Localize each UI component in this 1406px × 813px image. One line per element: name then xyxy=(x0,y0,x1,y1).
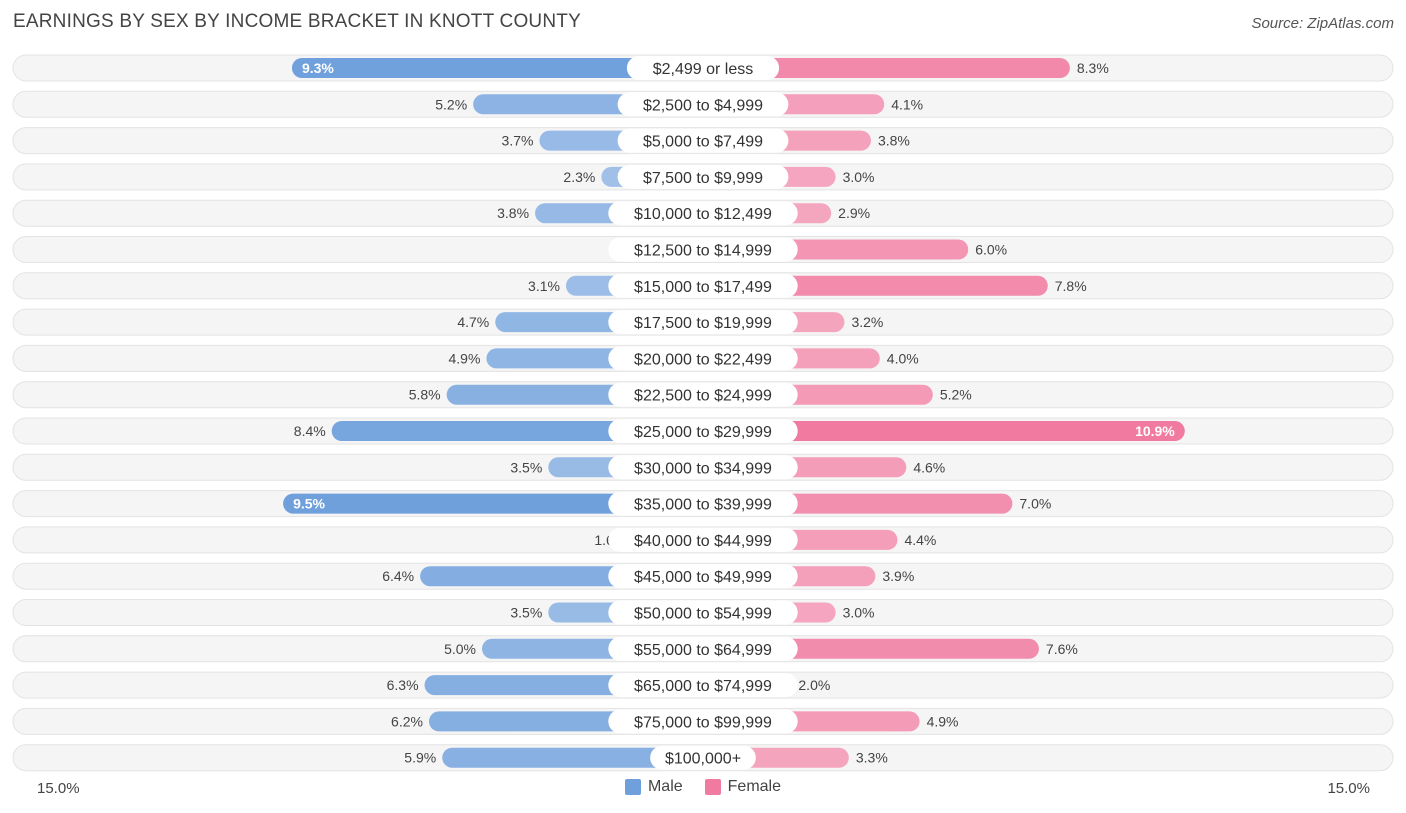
female-value-label: 4.4% xyxy=(904,532,936,548)
male-bar xyxy=(283,493,703,514)
female-bar xyxy=(703,58,1070,78)
category-label: $10,000 to $12,499 xyxy=(634,206,772,223)
legend-label-female: Female xyxy=(727,778,782,795)
category-pill xyxy=(617,128,789,153)
category-pill xyxy=(608,346,798,371)
female-value-label: 3.3% xyxy=(856,750,888,766)
legend: Male Female xyxy=(0,778,1406,796)
category-pill xyxy=(650,745,756,770)
male-value-label: 4.7% xyxy=(457,314,489,330)
category-pill xyxy=(608,382,798,407)
female-value-label: 4.0% xyxy=(887,350,919,366)
male-value-label: 3.7% xyxy=(502,133,534,149)
male-value-label: 6.3% xyxy=(387,677,419,693)
male-value-label: 2.3% xyxy=(563,169,595,185)
female-value-label: 3.0% xyxy=(843,169,875,185)
category-label: $20,000 to $22,499 xyxy=(634,351,772,368)
legend-item-male: Male xyxy=(624,778,683,796)
category-pill xyxy=(608,636,798,661)
axis-min-label: 15.0% xyxy=(37,780,80,797)
female-value-label: 4.1% xyxy=(891,96,923,112)
male-value-label: 4.9% xyxy=(448,350,480,366)
female-value-label: 7.6% xyxy=(1046,641,1078,657)
female-value-label: 7.0% xyxy=(1019,496,1051,512)
category-label: $45,000 to $49,999 xyxy=(634,569,772,586)
female-value-label: 4.6% xyxy=(913,459,945,475)
male-value-label: 3.5% xyxy=(510,605,542,621)
male-value-label: 6.4% xyxy=(382,568,414,584)
female-value-label: 5.2% xyxy=(940,387,972,403)
category-pill xyxy=(608,564,798,589)
category-pill xyxy=(626,56,780,80)
female-value-label: 3.8% xyxy=(878,133,910,149)
category-label: $2,499 or less xyxy=(653,61,754,78)
category-label: $35,000 to $39,999 xyxy=(634,497,772,514)
category-pill xyxy=(608,527,798,552)
male-value-label: 9.3% xyxy=(302,60,334,76)
female-value-label: 4.9% xyxy=(927,713,959,729)
category-label: $17,500 to $19,999 xyxy=(634,315,772,332)
category-label: $100,000+ xyxy=(665,751,741,768)
female-value-label: 8.3% xyxy=(1077,60,1109,76)
legend-swatch-female xyxy=(704,779,721,795)
category-pill xyxy=(617,164,789,189)
category-pill xyxy=(617,92,789,117)
male-value-label: 5.0% xyxy=(444,641,476,657)
female-value-label: 2.0% xyxy=(798,677,830,693)
category-label: $25,000 to $29,999 xyxy=(634,424,772,441)
male-value-label: 9.5% xyxy=(293,496,325,512)
legend-label-male: Male xyxy=(647,778,683,795)
female-value-label: 3.9% xyxy=(882,568,914,584)
category-label: $12,500 to $14,999 xyxy=(634,243,772,260)
male-value-label: 6.2% xyxy=(391,713,423,729)
category-label: $50,000 to $54,999 xyxy=(634,606,772,623)
male-value-label: 5.9% xyxy=(404,750,436,766)
category-label: $22,500 to $24,999 xyxy=(634,388,772,405)
category-label: $65,000 to $74,999 xyxy=(634,678,772,695)
axis-max-label: 15.0% xyxy=(1327,780,1370,797)
category-label: $7,500 to $9,999 xyxy=(643,170,763,187)
male-value-label: 3.5% xyxy=(510,459,542,475)
female-bar xyxy=(703,421,1185,441)
category-pill xyxy=(608,310,798,335)
female-value-label: 10.9% xyxy=(1135,423,1175,439)
female-value-label: 3.0% xyxy=(843,605,875,621)
male-bar xyxy=(291,58,703,78)
male-bar xyxy=(442,747,703,768)
female-value-label: 3.2% xyxy=(851,314,883,330)
male-value-label: 3.1% xyxy=(528,278,560,294)
category-label: $2,500 to $4,999 xyxy=(643,97,763,114)
category-label: $5,000 to $7,499 xyxy=(643,134,763,151)
female-value-label: 2.9% xyxy=(838,205,870,221)
category-pill xyxy=(608,273,798,298)
legend-item-female: Female xyxy=(704,778,782,796)
category-label: $40,000 to $44,999 xyxy=(634,533,772,550)
category-pill xyxy=(608,419,798,443)
category-pill xyxy=(608,673,798,698)
male-value-label: 5.2% xyxy=(435,96,467,112)
category-pill xyxy=(608,709,798,734)
male-value-label: 5.8% xyxy=(409,387,441,403)
chart-title: EARNINGS BY SEX BY INCOME BRACKET IN KNO… xyxy=(13,11,581,32)
category-pill xyxy=(608,600,798,625)
category-label: $55,000 to $64,999 xyxy=(634,642,772,659)
male-value-label: 8.4% xyxy=(294,423,326,439)
male-value-label: 3.8% xyxy=(497,205,529,221)
category-pill xyxy=(608,491,798,516)
category-pill xyxy=(608,201,798,226)
legend-swatch-male xyxy=(624,779,641,795)
category-label: $30,000 to $34,999 xyxy=(634,460,772,477)
female-value-label: 7.8% xyxy=(1055,278,1087,294)
category-label: $15,000 to $17,499 xyxy=(634,279,772,296)
category-pill xyxy=(608,237,798,262)
source-credit: Source: ZipAtlas.com xyxy=(1251,15,1394,32)
category-label: $75,000 to $99,999 xyxy=(634,714,772,731)
female-value-label: 6.0% xyxy=(975,242,1007,258)
category-pill xyxy=(608,455,798,480)
